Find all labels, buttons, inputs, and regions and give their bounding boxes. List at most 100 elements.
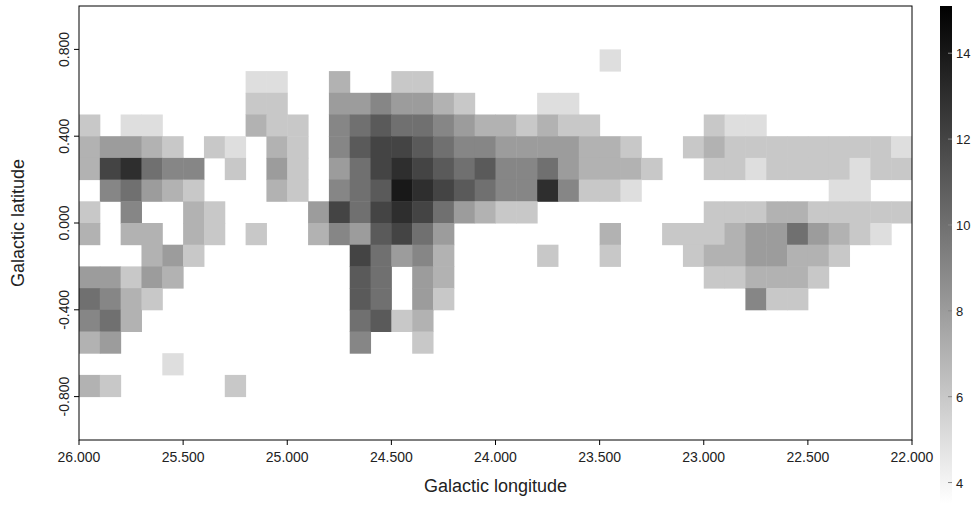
cell (537, 136, 558, 158)
cell (829, 223, 850, 245)
cell (121, 136, 142, 158)
colorbar-tick-label: 14 (956, 46, 970, 61)
x-tick-label: 23.500 (578, 449, 621, 465)
cell (704, 245, 725, 267)
cells (79, 49, 912, 397)
x-tick-label: 24.000 (474, 449, 517, 465)
cell (600, 245, 621, 267)
cell (725, 136, 746, 158)
cell (412, 158, 433, 180)
cell (371, 223, 392, 245)
cell (454, 115, 475, 137)
cell (412, 180, 433, 202)
cell (412, 201, 433, 223)
cell (225, 136, 246, 158)
x-tick (495, 440, 496, 445)
cell (100, 288, 121, 310)
cell (496, 115, 517, 137)
cell (412, 245, 433, 267)
cell (537, 180, 558, 202)
cell (579, 136, 600, 158)
cell (391, 310, 412, 332)
cell (162, 136, 183, 158)
cell (183, 201, 204, 223)
cell (141, 136, 162, 158)
cell (412, 136, 433, 158)
cell (391, 245, 412, 267)
cell (121, 288, 142, 310)
y-tick (74, 223, 79, 224)
colorbar-tick-label: 10 (956, 218, 970, 233)
x-tick (79, 440, 80, 445)
cell (475, 158, 496, 180)
cell (496, 158, 517, 180)
x-tick-label: 26.000 (58, 449, 101, 465)
cell (412, 332, 433, 354)
cell (183, 180, 204, 202)
cell (850, 201, 871, 223)
cell (162, 353, 183, 375)
cell (371, 288, 392, 310)
cell (371, 115, 392, 137)
y-tick-label: 0.800 (56, 32, 72, 67)
cell (350, 136, 371, 158)
cell (121, 201, 142, 223)
cell (850, 136, 871, 158)
colorbar-tick-label: 4 (956, 476, 963, 491)
cell (704, 223, 725, 245)
cell (537, 245, 558, 267)
cell (516, 201, 537, 223)
cell (787, 266, 808, 288)
cell (850, 180, 871, 202)
cell (371, 158, 392, 180)
cell (412, 93, 433, 115)
cell (266, 136, 287, 158)
cell (79, 375, 100, 397)
y-tick (74, 136, 79, 137)
cell (391, 180, 412, 202)
cell (683, 245, 704, 267)
cell (183, 158, 204, 180)
y-tick-label: -0.800 (56, 377, 72, 417)
cell (787, 223, 808, 245)
cell (391, 93, 412, 115)
cell (162, 180, 183, 202)
cell (121, 310, 142, 332)
cell (350, 332, 371, 354)
cell (808, 201, 829, 223)
cell (287, 180, 308, 202)
cell (704, 266, 725, 288)
cell (287, 136, 308, 158)
cell (704, 158, 725, 180)
cell (371, 93, 392, 115)
y-tick (74, 49, 79, 50)
cell (329, 158, 350, 180)
cell (391, 136, 412, 158)
colorbar-tick (948, 482, 952, 483)
cell (537, 115, 558, 137)
cell (808, 223, 829, 245)
cell (350, 158, 371, 180)
cell (745, 266, 766, 288)
cell (641, 158, 662, 180)
cell (329, 115, 350, 137)
cell (391, 158, 412, 180)
x-tick (599, 440, 600, 445)
cell (600, 158, 621, 180)
cell (350, 115, 371, 137)
cell (766, 223, 787, 245)
cell (371, 180, 392, 202)
cell (683, 223, 704, 245)
cell (745, 158, 766, 180)
cell (141, 115, 162, 137)
x-tick-label: 22.000 (891, 449, 934, 465)
cell (350, 201, 371, 223)
cell (433, 180, 454, 202)
cell (79, 223, 100, 245)
cell (121, 266, 142, 288)
cell (537, 158, 558, 180)
cell (496, 201, 517, 223)
y-axis-title: Galactic latitude (8, 159, 28, 287)
cell (204, 201, 225, 223)
cell (371, 266, 392, 288)
